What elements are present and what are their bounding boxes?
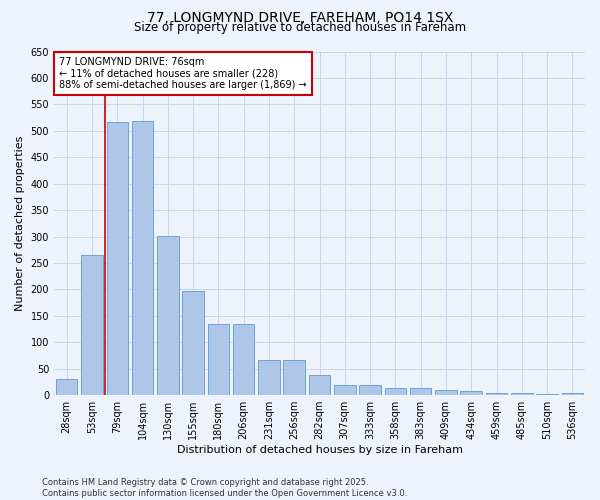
Bar	[132, 121, 153, 395]
X-axis label: Distribution of detached houses by size in Fareham: Distribution of detached houses by size …	[176, 445, 463, 455]
Bar	[107, 122, 128, 395]
Bar	[562, 392, 583, 395]
Bar	[334, 384, 356, 395]
Bar	[410, 388, 431, 395]
Bar	[81, 255, 103, 395]
Bar	[208, 324, 229, 395]
Bar	[486, 392, 507, 395]
Bar	[309, 375, 330, 395]
Y-axis label: Number of detached properties: Number of detached properties	[15, 136, 25, 311]
Text: 77, LONGMYND DRIVE, FAREHAM, PO14 1SX: 77, LONGMYND DRIVE, FAREHAM, PO14 1SX	[147, 11, 453, 25]
Bar	[460, 391, 482, 395]
Bar	[258, 360, 280, 395]
Bar	[233, 324, 254, 395]
Bar	[283, 360, 305, 395]
Bar	[536, 394, 558, 395]
Bar	[182, 290, 204, 395]
Bar	[56, 380, 77, 395]
Text: Contains HM Land Registry data © Crown copyright and database right 2025.
Contai: Contains HM Land Registry data © Crown c…	[42, 478, 407, 498]
Text: Size of property relative to detached houses in Fareham: Size of property relative to detached ho…	[134, 22, 466, 35]
Bar	[385, 388, 406, 395]
Bar	[359, 384, 381, 395]
Text: 77 LONGMYND DRIVE: 76sqm
← 11% of detached houses are smaller (228)
88% of semi-: 77 LONGMYND DRIVE: 76sqm ← 11% of detach…	[59, 56, 307, 90]
Bar	[157, 236, 179, 395]
Bar	[435, 390, 457, 395]
Bar	[511, 393, 533, 395]
